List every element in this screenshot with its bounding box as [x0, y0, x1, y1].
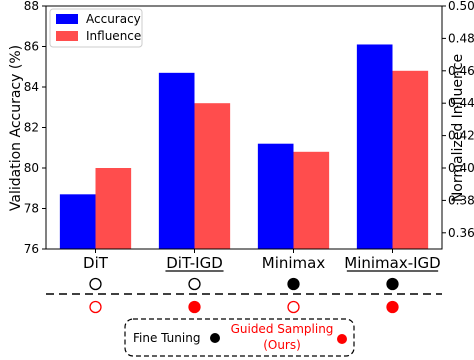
guided-sampling-dot — [337, 334, 347, 344]
fine-tuning-indicator-dit — [89, 277, 102, 291]
y-tick-label: 80 — [24, 161, 39, 175]
legend: Accuracy Influence — [49, 8, 143, 48]
y2-tick-label: 0.50 — [448, 0, 474, 13]
y2-tick-label: 0.42 — [448, 129, 474, 143]
y-tick-label: 76 — [24, 242, 39, 256]
x-tick-label-dit: DiT — [83, 254, 109, 272]
fine-tuning-indicator-minimax-igd — [386, 277, 399, 291]
legend-label-influence: Influence — [86, 29, 141, 43]
fine-tuning-dot — [210, 333, 220, 343]
y2-tick-label: 0.38 — [448, 193, 474, 207]
guided-sampling-indicator-minimax-igd — [386, 300, 399, 314]
y2-axis-title: Normalized Influence — [450, 54, 466, 202]
y2-tick-label: 0.40 — [448, 161, 474, 175]
x-tick-label-minimax: Minimax — [262, 254, 326, 272]
legend-swatch-influence — [56, 31, 78, 41]
indicator-legend: Fine Tuning Guided Sampling (Ours) — [124, 318, 355, 357]
fine-tuning-label: Fine Tuning — [133, 331, 200, 345]
y2-tick-label: 0.48 — [448, 31, 474, 45]
y2-tick-label: 0.44 — [448, 96, 474, 110]
indicator-legend-frame — [124, 318, 355, 357]
x-tick-label-dit-igd: DiT-IGD — [166, 254, 223, 272]
guided-sampling-label-line1: Guided Sampling — [231, 322, 334, 336]
bar-accuracy-dit — [59, 194, 96, 249]
legend-label-accuracy: Accuracy — [86, 12, 141, 26]
method-indicators-group — [89, 277, 399, 314]
x-tick-label-minimax-igd: Minimax-IGD — [344, 254, 440, 272]
y-tick-label: 78 — [24, 202, 39, 216]
y-tick-label: 84 — [24, 80, 39, 94]
bar-influence-dit-igd — [194, 103, 231, 249]
bar-influence-minimax — [293, 151, 330, 249]
y-tick-label: 88 — [24, 0, 39, 13]
fine-tuning-indicator-minimax — [287, 277, 300, 291]
guided-sampling-indicator-minimax — [287, 300, 300, 314]
bar-accuracy-dit-igd — [158, 72, 195, 249]
bar-influence-minimax-igd — [392, 70, 429, 249]
left-ticks-group: 76 78 80 82 84 86 88 — [24, 0, 46, 256]
fine-tuning-indicator-dit-igd — [188, 277, 201, 291]
guided-sampling-label-line2: (Ours) — [263, 338, 301, 352]
bar-influence-dit — [95, 168, 132, 249]
bars-group — [59, 44, 429, 249]
y2-tick-label: 0.46 — [448, 64, 474, 78]
y-tick-label: 86 — [24, 40, 39, 54]
y-axis-title: Validation Accuracy (%) — [8, 45, 24, 211]
y-tick-label: 82 — [24, 121, 39, 135]
y2-tick-label: 0.36 — [448, 226, 474, 240]
bar-accuracy-minimax-igd — [356, 44, 393, 249]
legend-swatch-accuracy — [56, 14, 78, 24]
guided-sampling-indicator-dit — [89, 300, 102, 314]
bar-accuracy-minimax — [257, 143, 294, 249]
category-labels-group: DiT DiT-IGD Minimax Minimax-IGD — [83, 249, 441, 272]
right-ticks-group: 0.36 0.38 0.40 0.42 0.44 0.46 0.48 0.50 — [442, 0, 474, 240]
guided-sampling-indicator-dit-igd — [188, 300, 201, 314]
